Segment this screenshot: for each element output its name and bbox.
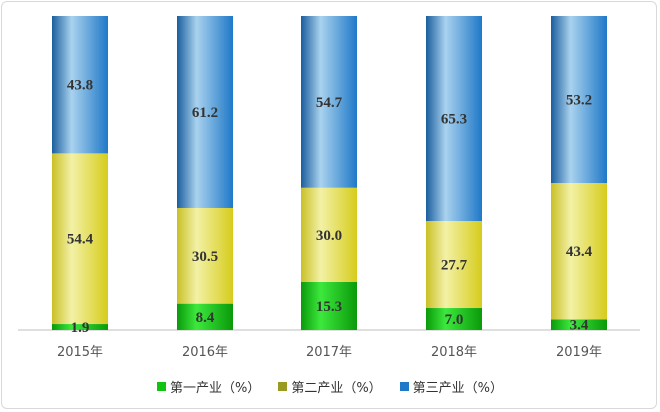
- legend-label-primary: 第一产业（%）: [169, 380, 261, 396]
- data-label-secondary-3: 30.0: [316, 228, 342, 244]
- data-label-tertiary-4: 65.3: [441, 112, 467, 128]
- bar-secondary-3: [301, 187, 357, 282]
- legend-item-tertiary: 第三产业（%）: [399, 377, 504, 396]
- x-tick-label-2: 2016年: [182, 345, 228, 360]
- legend-swatch-tertiary: [399, 381, 409, 391]
- bar-tertiary-4: [426, 16, 482, 222]
- bar-secondary-1: [52, 153, 108, 325]
- bar-secondary-4: [426, 221, 482, 309]
- x-tick-label-4: 2018年: [431, 345, 477, 360]
- bar-primary-1: [52, 324, 108, 330]
- x-tick-label-3: 2017年: [306, 345, 352, 360]
- bar-primary-5: [551, 319, 607, 330]
- data-label-tertiary-5: 53.2: [566, 93, 592, 109]
- data-label-primary-2: 8.4: [196, 310, 215, 326]
- data-label-secondary-4: 27.7: [441, 258, 468, 274]
- legend-swatch-primary: [156, 381, 166, 391]
- data-label-secondary-2: 30.5: [192, 249, 218, 265]
- bar-primary-4: [426, 308, 482, 330]
- bar-tertiary-1: [52, 16, 108, 154]
- data-label-primary-5: 3.4: [570, 318, 589, 334]
- bar-secondary-2: [177, 207, 233, 304]
- data-label-tertiary-3: 54.7: [316, 95, 343, 111]
- x-tick-label-1: 2015年: [57, 345, 103, 360]
- legend-label-tertiary: 第三产业（%）: [412, 380, 504, 396]
- bar-primary-3: [301, 281, 357, 330]
- bar-tertiary-5: [551, 16, 607, 184]
- legend-swatch-secondary: [278, 381, 288, 391]
- legend-label-secondary: 第二产业（%）: [291, 380, 382, 396]
- data-label-primary-4: 7.0: [445, 312, 464, 328]
- legend-item-secondary: 第二产业（%）: [278, 377, 382, 396]
- data-label-tertiary-2: 61.2: [192, 105, 218, 121]
- data-label-primary-1: 1.9: [71, 320, 90, 336]
- bar-primary-2: [177, 303, 233, 330]
- bar-secondary-5: [551, 183, 607, 320]
- bar-tertiary-3: [301, 16, 357, 188]
- legend: 第一产业（%） 第二产业（%） 第三产业（%）: [0, 376, 660, 396]
- data-label-secondary-5: 43.4: [566, 244, 593, 260]
- x-tick-label-5: 2019年: [556, 345, 602, 360]
- bar-tertiary-2: [177, 16, 233, 208]
- data-label-tertiary-1: 43.8: [67, 78, 93, 94]
- data-label-primary-3: 15.3: [316, 299, 342, 315]
- legend-item-primary: 第一产业（%）: [156, 377, 261, 396]
- data-label-secondary-1: 54.4: [67, 232, 94, 248]
